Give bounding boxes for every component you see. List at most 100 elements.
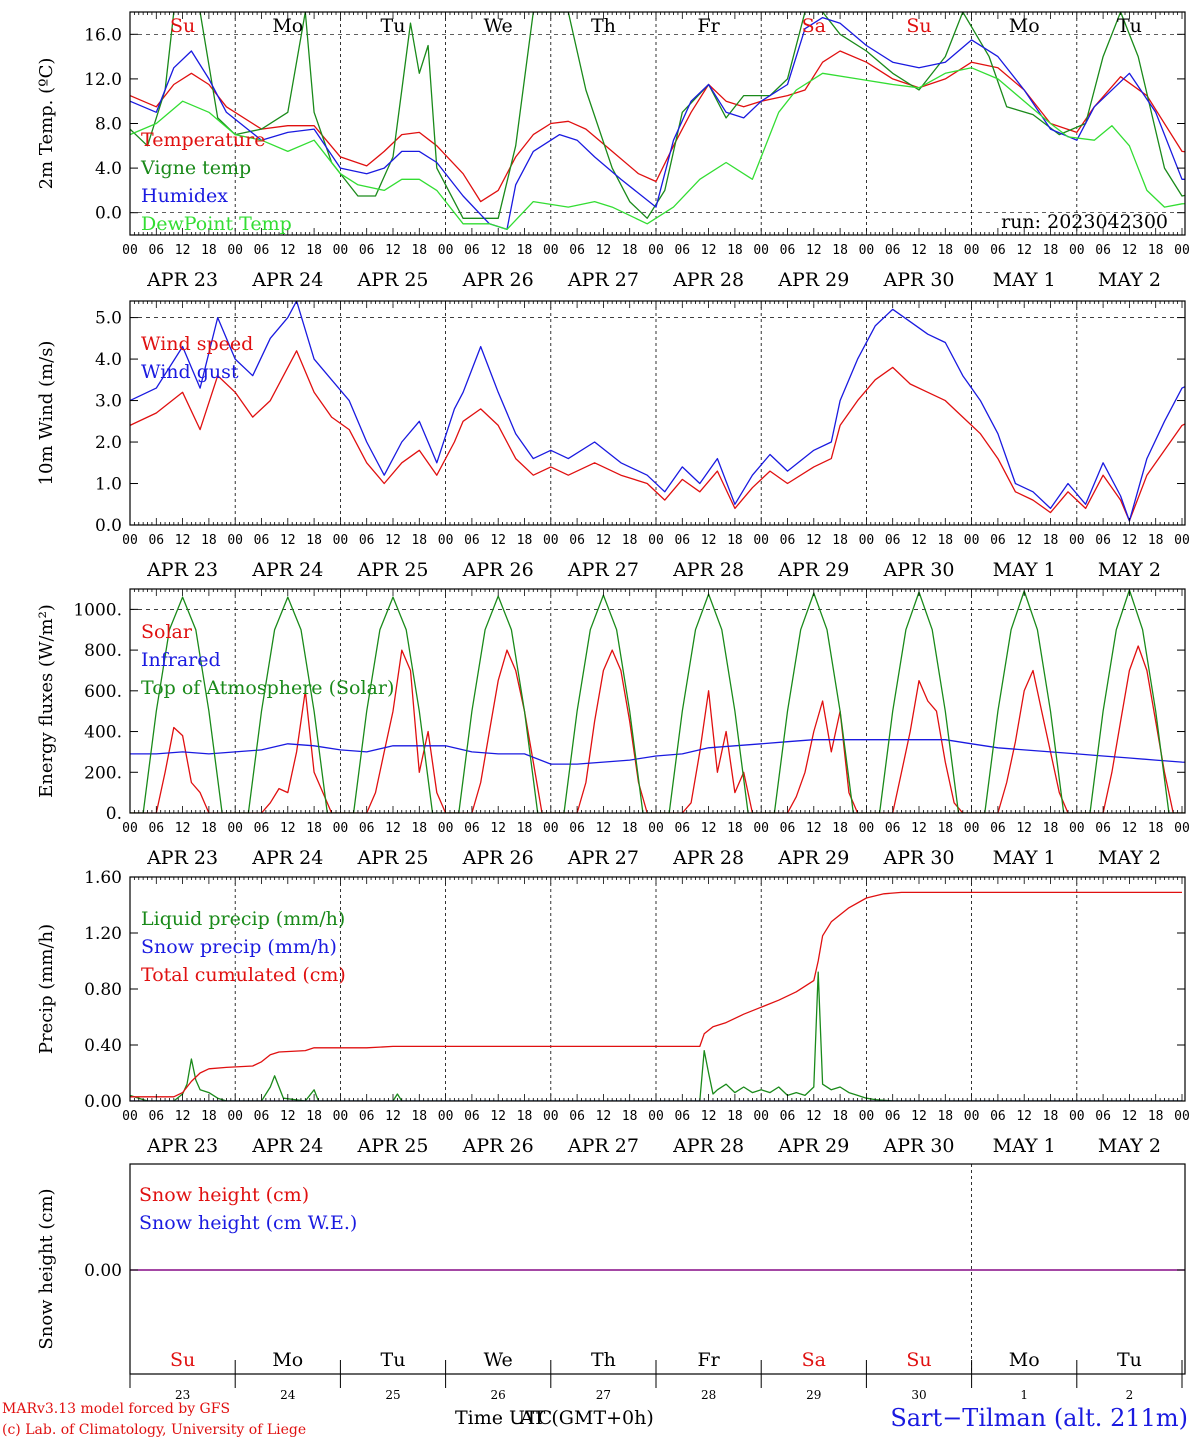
footer-model-line2: (c) Lab. of Climatology, University of L… — [2, 1422, 306, 1438]
date-label: APR 27 — [567, 847, 639, 869]
hour-tick-label: 18 — [201, 821, 217, 836]
date-label: APR 26 — [462, 847, 534, 869]
hour-tick-label: 06 — [254, 1109, 270, 1124]
station-label: Sart−Tilman (alt. 211m) — [890, 1404, 1188, 1432]
hour-tick-label: 00 — [543, 533, 559, 548]
hour-tick-label: 06 — [1095, 1109, 1111, 1124]
legend-entry: Top of Atmosphere (Solar) — [141, 677, 394, 699]
frame-layer — [129, 11, 1186, 1388]
hour-tick-label: 00 — [753, 533, 769, 548]
hour-tick-label: 06 — [359, 533, 375, 548]
hour-tick-label: 00 — [859, 533, 875, 548]
day-number-label: 30 — [911, 1388, 926, 1402]
y-tick-label: 5.0 — [95, 309, 122, 329]
hour-tick-label: 06 — [1095, 533, 1111, 548]
hour-tick-label: 00 — [122, 821, 138, 836]
series-line-2-0 — [130, 645, 1185, 813]
hour-tick-label: 18 — [832, 1109, 848, 1124]
y-tick-label: 200. — [84, 763, 122, 783]
hour-tick-label: 06 — [1095, 821, 1111, 836]
weekday-label: Su — [170, 1349, 195, 1371]
hour-tick-label: 18 — [306, 1109, 322, 1124]
date-label: APR 27 — [567, 269, 639, 291]
date-label: APR 23 — [146, 559, 218, 581]
time-axis-label-b: AT (GMT+0h) — [519, 1407, 654, 1429]
hour-tick-label: 12 — [701, 533, 717, 548]
date-label: APR 28 — [672, 269, 744, 291]
hour-tick-label: 18 — [1148, 243, 1164, 258]
panel-frame — [129, 1163, 1186, 1375]
hour-tick-label: 12 — [596, 1109, 612, 1124]
hour-tick-label: 00 — [753, 1109, 769, 1124]
hour-tick-label: 06 — [674, 533, 690, 548]
legend-entry: Solar — [141, 621, 193, 643]
hour-tick-label: 06 — [885, 821, 901, 836]
hour-tick-label: 18 — [937, 243, 953, 258]
hour-tick-label: 06 — [148, 821, 164, 836]
hour-tick-label: 12 — [385, 1109, 401, 1124]
hour-tick-label: 18 — [1043, 243, 1059, 258]
hour-tick-label: 00 — [227, 1109, 243, 1124]
hour-tick-label: 12 — [175, 533, 191, 548]
hour-tick-label: 18 — [937, 1109, 953, 1124]
hour-tick-label: 12 — [490, 1109, 506, 1124]
hour-tick-label: 00 — [543, 1109, 559, 1124]
date-label: MAY 1 — [993, 269, 1056, 291]
weekday-label: Tu — [1117, 1349, 1142, 1371]
hour-tick-label: 18 — [201, 243, 217, 258]
hour-tick-label: 12 — [701, 821, 717, 836]
date-label: APR 27 — [567, 1135, 639, 1157]
hour-tick-label: 06 — [780, 243, 796, 258]
y-tick-label: 4.0 — [95, 159, 122, 179]
legend-entry: Snow height (cm W.E.) — [139, 1212, 357, 1234]
date-label: APR 30 — [882, 559, 954, 581]
series-line-0-1 — [130, 12, 1185, 219]
hour-tick-label: 12 — [175, 821, 191, 836]
series-line-0-3 — [130, 67, 1185, 231]
hour-tick-label: 12 — [701, 243, 717, 258]
y-tick-label: 1.0 — [95, 475, 122, 495]
hour-tick-label: 06 — [148, 533, 164, 548]
date-label: APR 29 — [777, 269, 849, 291]
hour-tick-label: 12 — [490, 821, 506, 836]
weekday-label: Mo — [1009, 1349, 1040, 1371]
y-tick-label: 0. — [106, 804, 122, 824]
hour-tick-label: 18 — [517, 243, 533, 258]
weekday-label: Su — [170, 15, 195, 37]
hour-tick-label: 12 — [175, 243, 191, 258]
hour-tick-label: 18 — [1148, 533, 1164, 548]
date-label: APR 29 — [777, 1135, 849, 1157]
date-label: MAY 1 — [993, 559, 1056, 581]
series-line-0-0 — [130, 50, 1185, 203]
day-number-label: 2 — [1126, 1388, 1134, 1402]
date-label: APR 25 — [356, 847, 428, 869]
hour-tick-label: 06 — [464, 243, 480, 258]
hour-tick-label: 06 — [990, 533, 1006, 548]
hour-tick-label: 18 — [411, 243, 427, 258]
hour-tick-label: 18 — [937, 533, 953, 548]
legend-entry: Liquid precip (mm/h) — [141, 908, 345, 930]
weekday-label: Th — [591, 1349, 616, 1371]
hour-tick-label: 00 — [964, 533, 980, 548]
hour-tick-label: 00 — [543, 243, 559, 258]
hour-tick-label: 00 — [122, 243, 138, 258]
hour-tick-label: 12 — [806, 1109, 822, 1124]
date-label: MAY 1 — [993, 847, 1056, 869]
date-label: APR 30 — [882, 269, 954, 291]
y-tick-label: 0.0 — [95, 204, 122, 224]
date-label: APR 28 — [672, 559, 744, 581]
legend-entry: Temperature — [141, 129, 265, 151]
weekday-label: Mo — [1009, 15, 1040, 37]
date-label: APR 24 — [251, 559, 323, 581]
y-tick-label: 8.0 — [95, 115, 122, 135]
date-label: APR 26 — [462, 269, 534, 291]
hour-tick-label: 12 — [1016, 1109, 1032, 1124]
hour-tick-label: 06 — [990, 821, 1006, 836]
series-line-1-1 — [130, 301, 1185, 522]
series-line-0-2 — [130, 16, 1185, 231]
date-label: MAY 2 — [1098, 559, 1161, 581]
weekday-label: Fr — [697, 1349, 720, 1371]
panel-frame — [129, 588, 1186, 814]
y-tick-label: 4.0 — [95, 350, 122, 370]
